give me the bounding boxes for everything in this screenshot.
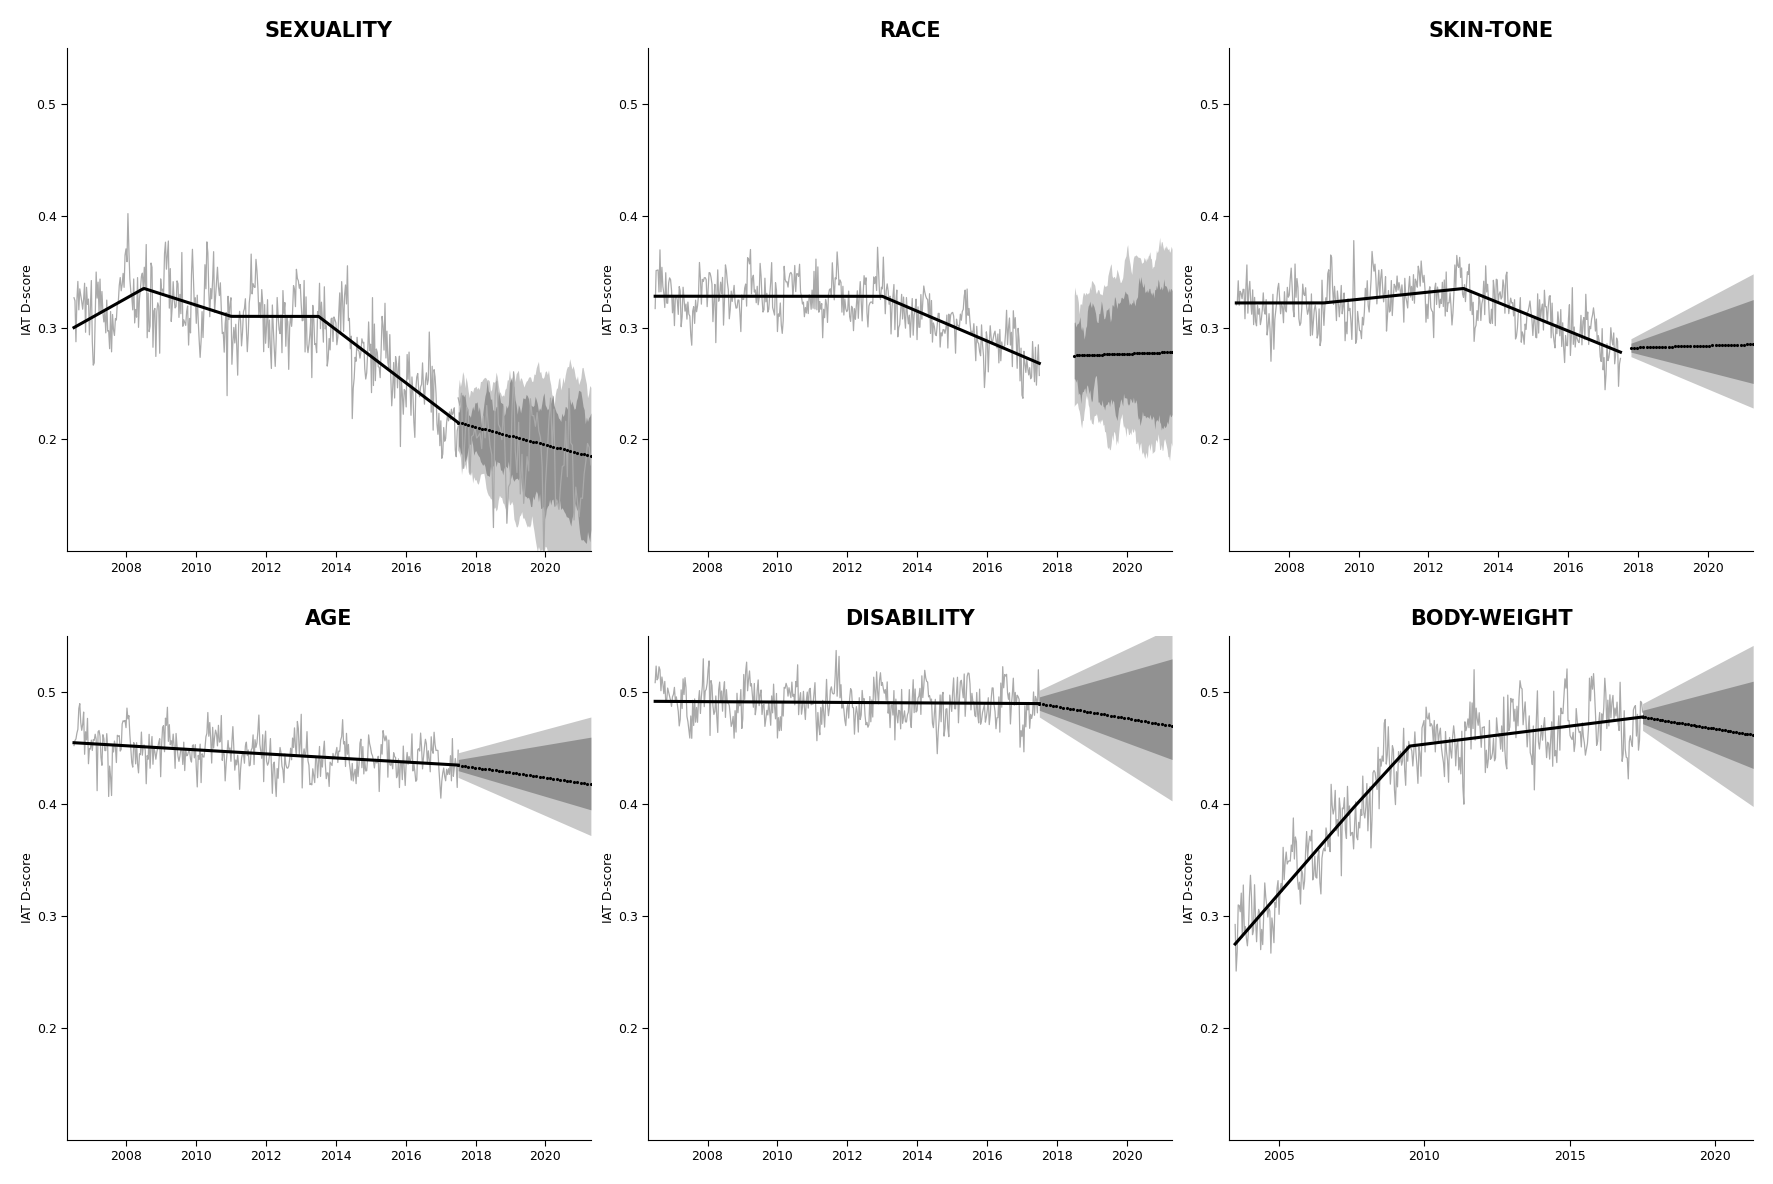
- Y-axis label: IAT D-score: IAT D-score: [21, 264, 34, 335]
- Title: BODY-WEIGHT: BODY-WEIGHT: [1410, 610, 1571, 630]
- Y-axis label: IAT D-score: IAT D-score: [1183, 264, 1195, 335]
- Y-axis label: IAT D-score: IAT D-score: [601, 264, 615, 335]
- Y-axis label: IAT D-score: IAT D-score: [21, 852, 34, 924]
- Title: SEXUALITY: SEXUALITY: [264, 21, 394, 40]
- Title: SKIN-TONE: SKIN-TONE: [1427, 21, 1553, 40]
- Title: AGE: AGE: [305, 610, 353, 630]
- Title: RACE: RACE: [879, 21, 940, 40]
- Title: DISABILITY: DISABILITY: [844, 610, 975, 630]
- Y-axis label: IAT D-score: IAT D-score: [601, 852, 615, 924]
- Y-axis label: IAT D-score: IAT D-score: [1183, 852, 1195, 924]
